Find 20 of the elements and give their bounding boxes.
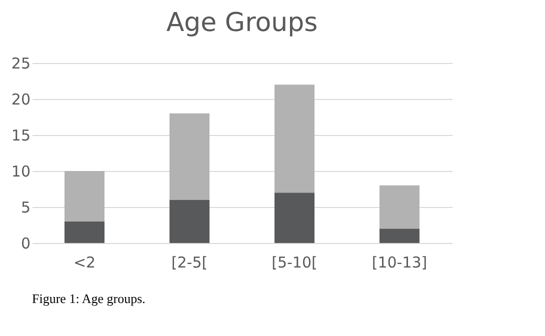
y-tick-label: 20 [11, 90, 30, 108]
x-tick-label: [2-5[ [171, 254, 208, 272]
caption: Figure 1: Age groups. [32, 291, 146, 306]
y-tick-label: 5 [20, 198, 30, 216]
bar [380, 185, 420, 229]
bar [64, 221, 104, 243]
bar [170, 113, 210, 200]
y-tick-label: 0 [20, 234, 30, 252]
y-tick-label: 15 [11, 126, 30, 144]
bar [274, 84, 314, 193]
bar [170, 200, 210, 243]
chart-title: Age Groups [166, 8, 318, 38]
y-tick-label: 10 [11, 162, 30, 180]
y-tick-label: 25 [11, 54, 30, 72]
x-tick-label: <2 [73, 254, 96, 272]
x-tick-label: [10-13] [372, 254, 428, 272]
x-tick-label: [5-10[ [272, 254, 318, 272]
bar [64, 171, 104, 222]
bar [274, 192, 314, 243]
bar [380, 228, 420, 243]
